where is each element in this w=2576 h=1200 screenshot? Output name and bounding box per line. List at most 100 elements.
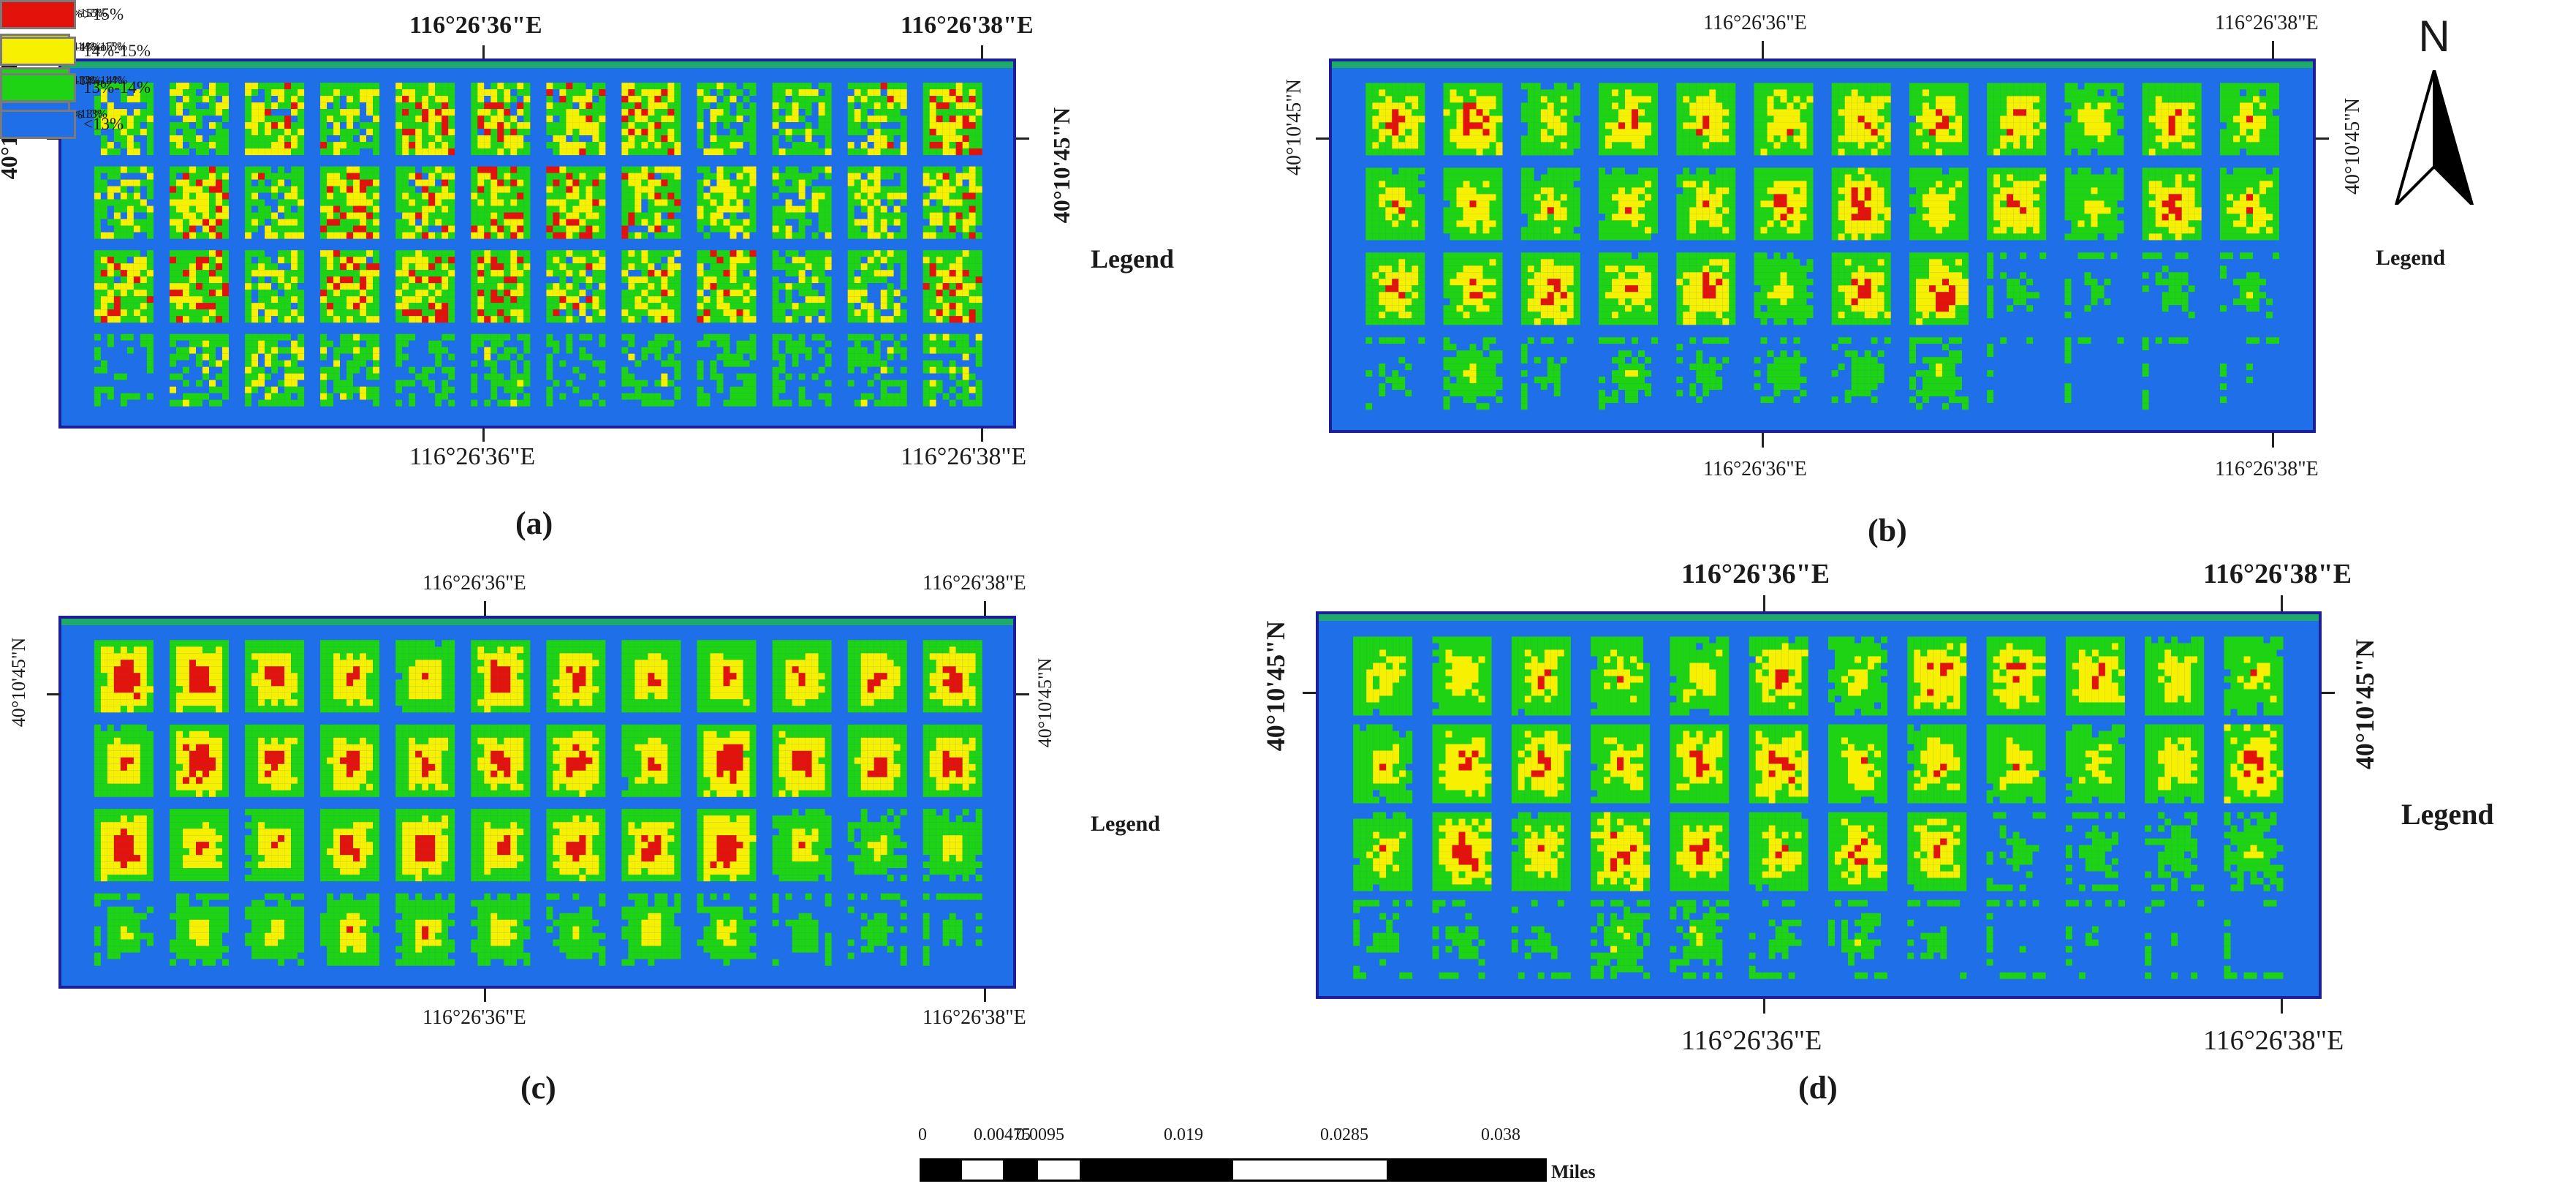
raster-cell [743, 89, 750, 97]
raster-cell [785, 333, 792, 341]
raster-cell [969, 347, 976, 354]
raster-cell [785, 192, 792, 200]
raster-cell [1385, 89, 1393, 97]
raster-cell [975, 347, 982, 354]
raster-cell [661, 353, 668, 361]
raster-cell [962, 199, 969, 206]
raster-cell [785, 212, 792, 219]
raster-cell [923, 109, 930, 116]
raster-cell [929, 340, 936, 347]
raster-cell [805, 340, 812, 347]
raster-cell [442, 263, 449, 271]
raster-cell [504, 366, 511, 374]
raster-cell [825, 250, 832, 257]
raster-cell [648, 89, 655, 97]
raster-cell [271, 309, 279, 317]
raster-cell [409, 89, 416, 97]
raster-cell [373, 186, 380, 193]
raster-cell [962, 296, 969, 303]
raster-cell [818, 316, 825, 323]
raster-cell [504, 373, 511, 380]
raster-cell [395, 166, 403, 173]
raster-cell [278, 116, 285, 123]
raster-cell [100, 303, 107, 310]
raster-cell [749, 129, 757, 136]
raster-cell [146, 192, 154, 200]
raster-cell [477, 373, 485, 380]
raster-cell [648, 225, 655, 233]
raster-cell [291, 340, 298, 347]
raster-cell [779, 276, 786, 284]
raster-cell [805, 148, 812, 156]
raster-cell [798, 225, 806, 233]
raster-cell [929, 109, 936, 116]
raster-cell [346, 366, 354, 374]
raster-cell [586, 179, 593, 186]
raster-cell [360, 399, 367, 407]
raster-cell [477, 116, 485, 123]
raster-cell [94, 199, 101, 206]
raster-cell [1392, 187, 1399, 195]
raster-cell [271, 199, 279, 206]
raster-cell [435, 225, 442, 233]
raster-cell [442, 89, 449, 97]
raster-cell [146, 353, 154, 361]
raster-cell [621, 89, 629, 97]
raster-cell [189, 393, 196, 400]
raster-cell [409, 186, 416, 193]
raster-cell [373, 212, 380, 219]
raster-cell [716, 109, 724, 116]
raster-cell [893, 192, 901, 200]
raster-cell [100, 360, 107, 367]
raster-cell [716, 122, 724, 129]
raster-cell [373, 257, 380, 264]
raster-cell [825, 219, 832, 226]
raster-cell [222, 340, 229, 347]
raster-cell [504, 205, 511, 213]
raster-cell [340, 186, 347, 193]
raster-cell [572, 309, 580, 317]
raster-cell [785, 393, 792, 400]
raster-cell [202, 192, 209, 200]
raster-cell [923, 316, 930, 323]
raster-cell [402, 393, 409, 400]
raster-cell [785, 142, 792, 149]
raster-cell [170, 205, 176, 213]
raster-cell [360, 250, 367, 257]
raster-cell [415, 360, 423, 367]
raster-cell [100, 250, 107, 257]
raster-cell [251, 290, 259, 297]
raster-cell [94, 142, 101, 149]
raster-cell [471, 232, 478, 239]
raster-cell [634, 373, 642, 380]
raster-cell [716, 96, 724, 103]
raster-cell [510, 360, 518, 367]
raster-cell [962, 333, 969, 341]
raster-cell [415, 316, 423, 323]
raster-cell [942, 316, 950, 323]
raster-cell [634, 205, 642, 213]
raster-cell [170, 102, 176, 110]
raster-cell [196, 283, 202, 290]
raster-cell [107, 347, 114, 354]
raster-cell [634, 219, 642, 226]
raster-cell [133, 386, 140, 393]
raster-cell [146, 309, 154, 317]
raster-cell [133, 89, 140, 97]
raster-cell [320, 89, 327, 97]
raster-cell [860, 309, 868, 317]
raster-cell [674, 83, 681, 90]
raster-cell [825, 96, 832, 103]
raster-cell [553, 166, 560, 173]
raster-cell [409, 96, 416, 103]
raster-cell [942, 199, 950, 206]
raster-cell [900, 96, 907, 103]
raster-cell [586, 303, 593, 310]
raster-cell [146, 270, 154, 277]
raster-cell [435, 257, 442, 264]
raster-cell [716, 89, 724, 97]
raster-cell [133, 129, 140, 136]
raster-cell [628, 347, 635, 354]
raster-cell [667, 303, 675, 310]
raster-cell [442, 340, 449, 347]
